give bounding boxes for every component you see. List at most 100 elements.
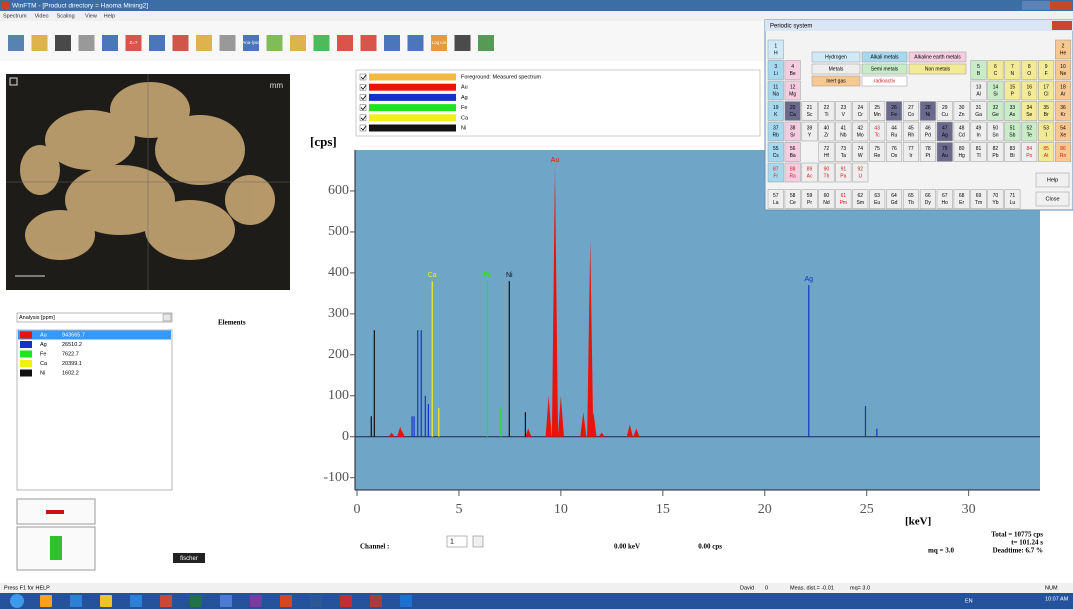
element-number: 15 xyxy=(1010,84,1016,90)
element-number: 48 xyxy=(959,125,965,131)
taskbar-app[interactable] xyxy=(340,595,352,607)
toolbar-button[interactable] xyxy=(337,35,353,51)
toolbar-button[interactable] xyxy=(408,35,424,51)
row-symbol[interactable]: Ag xyxy=(40,342,47,348)
y-tick-label: 500 xyxy=(328,224,349,239)
category-label: Hydrogen xyxy=(825,54,847,60)
legend-swatch xyxy=(369,114,456,121)
element-number: 34 xyxy=(1026,105,1032,111)
element-symbol: Mn xyxy=(874,112,881,118)
sample-blob xyxy=(20,145,60,195)
element-number: 11 xyxy=(773,84,778,90)
element-symbol: Br xyxy=(1044,112,1049,118)
start-button[interactable] xyxy=(10,594,24,608)
taskbar-app[interactable] xyxy=(310,595,322,607)
element-symbol: Si xyxy=(993,91,997,97)
toolbar-button[interactable] xyxy=(455,35,471,51)
row-symbol[interactable]: Ni xyxy=(40,370,45,376)
element-symbol: Pm xyxy=(840,200,848,206)
total-readout: Total = 10775 cps xyxy=(991,531,1043,539)
element-symbol: In xyxy=(976,132,980,138)
mq-readout: mq = 3.0 xyxy=(928,547,954,555)
taskbar-app[interactable] xyxy=(220,595,232,607)
element-symbol: Ir xyxy=(909,153,912,159)
element-number: 63 xyxy=(874,193,880,199)
taskbar-app[interactable] xyxy=(100,595,112,607)
row-value[interactable]: 943665.7 xyxy=(62,332,85,338)
x-tick-label: 10 xyxy=(554,502,568,517)
taskbar-app[interactable] xyxy=(370,595,382,607)
taskbar-app[interactable] xyxy=(190,595,202,607)
dialog-button-label: Help xyxy=(1047,177,1058,183)
row-value[interactable]: 1602.2 xyxy=(62,370,79,376)
toolbar-button[interactable] xyxy=(361,35,377,51)
element-symbol: Pr xyxy=(807,200,812,206)
menu-item[interactable]: Spectrum xyxy=(3,13,27,19)
toolbar-button[interactable] xyxy=(32,35,48,51)
taskbar-app[interactable] xyxy=(400,595,412,607)
taskbar-app[interactable] xyxy=(70,595,82,607)
element-number: 68 xyxy=(959,193,965,199)
row-value[interactable]: 20399.1 xyxy=(62,361,82,367)
x-tick-label: 15 xyxy=(656,502,670,517)
taskbar-language: EN xyxy=(965,598,973,604)
toolbar-button[interactable] xyxy=(267,35,283,51)
element-symbol: Rn xyxy=(1060,153,1067,159)
element-symbol: Li xyxy=(774,71,778,77)
category-label: Alkaline earth metals xyxy=(914,54,961,60)
toolbar-button[interactable] xyxy=(196,35,212,51)
element-symbol: Hg xyxy=(958,153,965,159)
row-value[interactable]: 7622.7 xyxy=(62,351,79,357)
row-symbol[interactable]: Au xyxy=(40,332,47,338)
menu-item[interactable]: Help xyxy=(104,13,115,19)
menu-item[interactable]: Video xyxy=(35,13,49,19)
element-number: 58 xyxy=(790,193,796,199)
channel-spinner[interactable] xyxy=(473,536,483,547)
menu-item[interactable]: View xyxy=(85,13,97,19)
element-symbol: Xe xyxy=(1060,132,1066,138)
toolbar-button[interactable] xyxy=(220,35,236,51)
row-symbol[interactable]: Fe xyxy=(40,351,46,357)
peak-label: Ni xyxy=(506,272,513,279)
taskbar-app[interactable] xyxy=(130,595,142,607)
element-symbol: N xyxy=(1011,71,1015,77)
element-symbol: Eu xyxy=(874,200,880,206)
toolbar-button[interactable] xyxy=(290,35,306,51)
row-value[interactable]: 26510.2 xyxy=(62,342,82,348)
toolbar-button[interactable] xyxy=(384,35,400,51)
toolbar-button[interactable] xyxy=(55,35,71,51)
periodic-close[interactable] xyxy=(1052,21,1072,30)
element-symbol: Be xyxy=(790,71,796,77)
y-tick-label: 400 xyxy=(328,265,349,280)
toolbar-button[interactable] xyxy=(149,35,165,51)
legend-swatch xyxy=(369,104,456,111)
toolbar-button[interactable] xyxy=(102,35,118,51)
close-button[interactable] xyxy=(1050,1,1072,10)
taskbar-app[interactable] xyxy=(280,595,292,607)
x-tick-label: 0 xyxy=(354,502,361,517)
dropdown-arrow[interactable] xyxy=(163,314,171,321)
toolbar-button[interactable] xyxy=(314,35,330,51)
minimize-button[interactable] xyxy=(1022,1,1036,10)
taskbar-app[interactable] xyxy=(250,595,262,607)
element-number: 23 xyxy=(841,105,847,111)
row-symbol[interactable]: Ca xyxy=(40,361,48,367)
element-symbol: I xyxy=(1045,132,1046,138)
menu-item[interactable]: Scaling xyxy=(57,13,75,19)
category-label: radioactiv xyxy=(874,78,896,84)
unit-label: mm xyxy=(270,81,284,90)
element-symbol: Mg xyxy=(789,91,796,97)
maximize-button[interactable] xyxy=(1036,1,1050,10)
toolbar-button[interactable] xyxy=(79,35,95,51)
toolbar-button[interactable] xyxy=(173,35,189,51)
toolbar-button[interactable] xyxy=(8,35,24,51)
element-symbol: Sm xyxy=(857,200,865,206)
y-tick-label: 600 xyxy=(328,183,349,198)
element-symbol: Kr xyxy=(1061,112,1066,118)
taskbar-app[interactable] xyxy=(160,595,172,607)
element-number: 74 xyxy=(857,146,863,152)
element-symbol: Cd xyxy=(958,132,965,138)
toolbar-button[interactable] xyxy=(478,35,494,51)
taskbar-app[interactable] xyxy=(40,595,52,607)
category-label: Metals xyxy=(829,66,844,72)
